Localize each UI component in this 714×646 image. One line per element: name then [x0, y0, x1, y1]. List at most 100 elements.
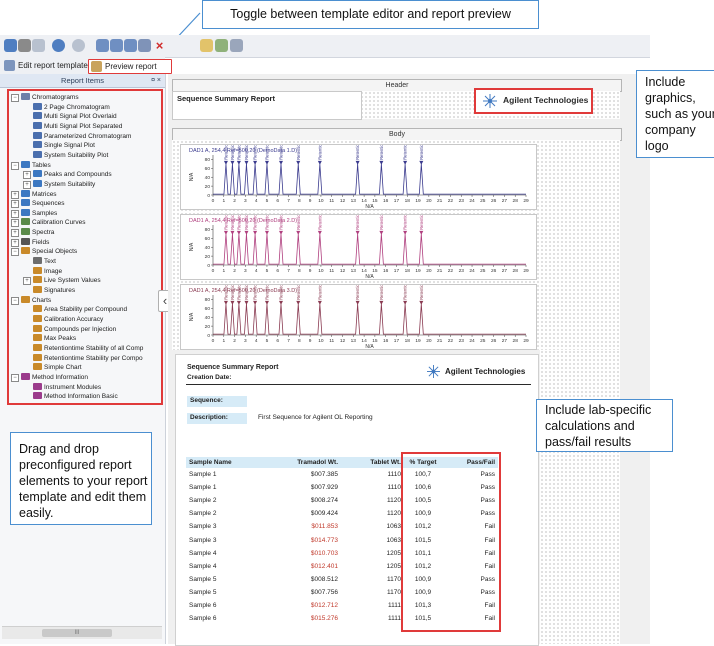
tree-item[interactable]: 2 Page Chromatogram	[23, 102, 110, 113]
chromatogram-plot-1[interactable]: DAD1 A, 254,4 Ref=500,20 (DemoData 1.D) 0…	[180, 131, 537, 210]
cut-icon[interactable]	[18, 39, 31, 52]
x-tick-label: 28	[513, 268, 519, 274]
target-cell: 101,1	[414, 549, 432, 557]
layout-icon[interactable]	[124, 39, 137, 52]
tree-item[interactable]: Max Peaks	[23, 334, 76, 344]
x-tick-label: 1	[222, 268, 225, 274]
add-band-icon[interactable]	[110, 39, 123, 52]
y-tick-label: 20	[205, 324, 211, 330]
tree-item-label: Tables	[32, 161, 51, 169]
header-logo-box[interactable]: Agilent Technologies	[474, 88, 593, 114]
chromatogram-plot-3[interactable]: DAD1 A, 254,4 Ref=500,20 (DemoData 3.D) 0…	[180, 271, 537, 350]
tree-item[interactable]: Text	[23, 257, 56, 267]
report-item-icon	[33, 276, 42, 284]
grid-icon[interactable]	[200, 39, 213, 52]
tree-item[interactable]: − Charts	[11, 295, 51, 306]
target-cell: 100,6	[414, 484, 432, 492]
tree-item[interactable]: Instrument Modules	[23, 382, 101, 393]
expand-icon[interactable]: +	[11, 219, 19, 228]
tree-item[interactable]: Multi Signal Plot Overlaid	[23, 112, 117, 122]
table-row: Sample 4 $012.401 1205 101,2 Fail	[189, 560, 495, 573]
chromatogram-trace	[213, 233, 526, 265]
refresh-icon[interactable]	[4, 39, 17, 52]
panel-pin-close[interactable]: ¤ ×	[151, 77, 161, 84]
panel-title: Report Items ¤ ×	[0, 74, 165, 88]
tree-item[interactable]: + Live System Values	[23, 276, 101, 286]
y-axis-label: N/A	[189, 172, 195, 181]
properties-icon[interactable]	[215, 39, 228, 52]
table-row: Sample 5 $008.512 1170 100,9 Pass	[189, 573, 495, 586]
edit-icon[interactable]	[230, 39, 243, 52]
tree-item[interactable]: Retentiontime Stability per Compo	[23, 353, 143, 364]
tree-item[interactable]: + Fields	[11, 237, 49, 248]
peak-marker	[264, 230, 269, 235]
expand-icon[interactable]: +	[11, 229, 19, 238]
collapse-icon[interactable]: −	[11, 373, 19, 382]
peak-label: Retention Time	[379, 285, 384, 300]
collapse-icon[interactable]: −	[11, 248, 19, 257]
tree-item[interactable]: − Chromatograms	[11, 93, 79, 103]
tab-preview-label: Preview report	[105, 62, 157, 71]
tramadol-wt-cell: $014.773	[310, 536, 338, 544]
scrollbar-thumb[interactable]: III	[42, 629, 112, 637]
expand-icon[interactable]: +	[23, 277, 31, 286]
report-item-icon	[21, 228, 30, 236]
expand-icon[interactable]: +	[11, 238, 19, 247]
tree-item[interactable]: Retentiontime Stability of all Comp	[23, 343, 143, 354]
tree-item[interactable]: Parameterized Chromatogram	[23, 131, 131, 142]
expand-icon[interactable]: +	[11, 200, 19, 209]
tree-item[interactable]: + Sequences	[11, 199, 65, 209]
x-tick-label: 12	[340, 268, 346, 274]
delete-icon[interactable]: ×	[155, 38, 164, 53]
tab-edit-report-template[interactable]: Edit report template	[2, 59, 98, 72]
header-title-box[interactable]: Sequence Summary Report	[172, 91, 362, 120]
peak-marker	[296, 300, 301, 305]
tree-item[interactable]: + Matrices	[11, 189, 57, 200]
x-tick-label: 5	[266, 338, 269, 344]
y-tick-label: 0	[207, 193, 210, 199]
tree-item[interactable]: Area Stability per Compound	[23, 305, 127, 315]
tree-item[interactable]: Image	[23, 266, 62, 277]
chromatogram-plot-2[interactable]: DAD1 A, 254,4 Ref=500,20 (DemoData 2.D) 0…	[180, 201, 537, 280]
tree-item[interactable]: + System Suitability	[23, 179, 96, 190]
body-band-right-area	[540, 350, 620, 644]
add-section-icon[interactable]	[96, 39, 109, 52]
target-passfail-highlight	[401, 452, 501, 632]
tree-item[interactable]: Compounds per Injection	[23, 324, 116, 335]
tree-item-label: System Suitability	[44, 180, 96, 188]
tree-item[interactable]: Multi Signal Plot Separated	[23, 121, 122, 132]
collapse-icon[interactable]: −	[11, 94, 19, 102]
peak-label: Retention Time	[230, 215, 235, 230]
tree-item[interactable]: − Special Objects	[11, 247, 77, 257]
x-tick-label: 22	[448, 268, 454, 274]
back-icon[interactable]	[52, 39, 65, 52]
table-icon[interactable]	[138, 39, 151, 52]
tree-item[interactable]: Simple Chart	[23, 363, 82, 373]
tab-preview-report[interactable]: Preview report	[88, 59, 172, 74]
tree-item[interactable]: System Suitability Plot	[23, 150, 108, 161]
collapse-icon[interactable]: −	[11, 296, 19, 305]
copy-icon[interactable]	[32, 39, 45, 52]
expand-icon[interactable]: +	[11, 209, 19, 218]
tree-item[interactable]: Method Information Basic	[23, 392, 118, 402]
collapse-icon[interactable]: −	[11, 161, 19, 170]
tree-item[interactable]: + Calibration Curves	[11, 218, 85, 228]
tree-item[interactable]: + Spectra	[11, 228, 54, 238]
horizontal-scrollbar[interactable]: III	[2, 626, 162, 639]
tree-item[interactable]: + Peaks and Compounds	[23, 170, 112, 180]
forward-icon[interactable]	[72, 39, 85, 52]
tree-item[interactable]: Single Signal Plot	[23, 141, 95, 151]
report-item-icon	[21, 160, 30, 168]
expand-icon[interactable]: +	[23, 180, 31, 189]
tree-item[interactable]: + Samples	[11, 208, 57, 219]
tree-item[interactable]: − Method Information	[11, 372, 88, 383]
report-preview-page[interactable]: Sequence Summary Report Creation Date: A…	[175, 354, 539, 646]
tree-item[interactable]: − Tables	[11, 160, 51, 171]
x-tick-label: 1	[222, 198, 225, 204]
tree-item[interactable]: Calibration Accuracy	[23, 314, 103, 325]
drag-drop-callout: Drag and drop preconfigured report eleme…	[10, 432, 152, 525]
expand-icon[interactable]: +	[23, 171, 31, 180]
results-table: Sample Name Tramadol Wt. Tablet Wt. % Ta…	[189, 457, 495, 625]
tree-item[interactable]: Signatures	[23, 286, 75, 296]
expand-icon[interactable]: +	[11, 190, 19, 199]
